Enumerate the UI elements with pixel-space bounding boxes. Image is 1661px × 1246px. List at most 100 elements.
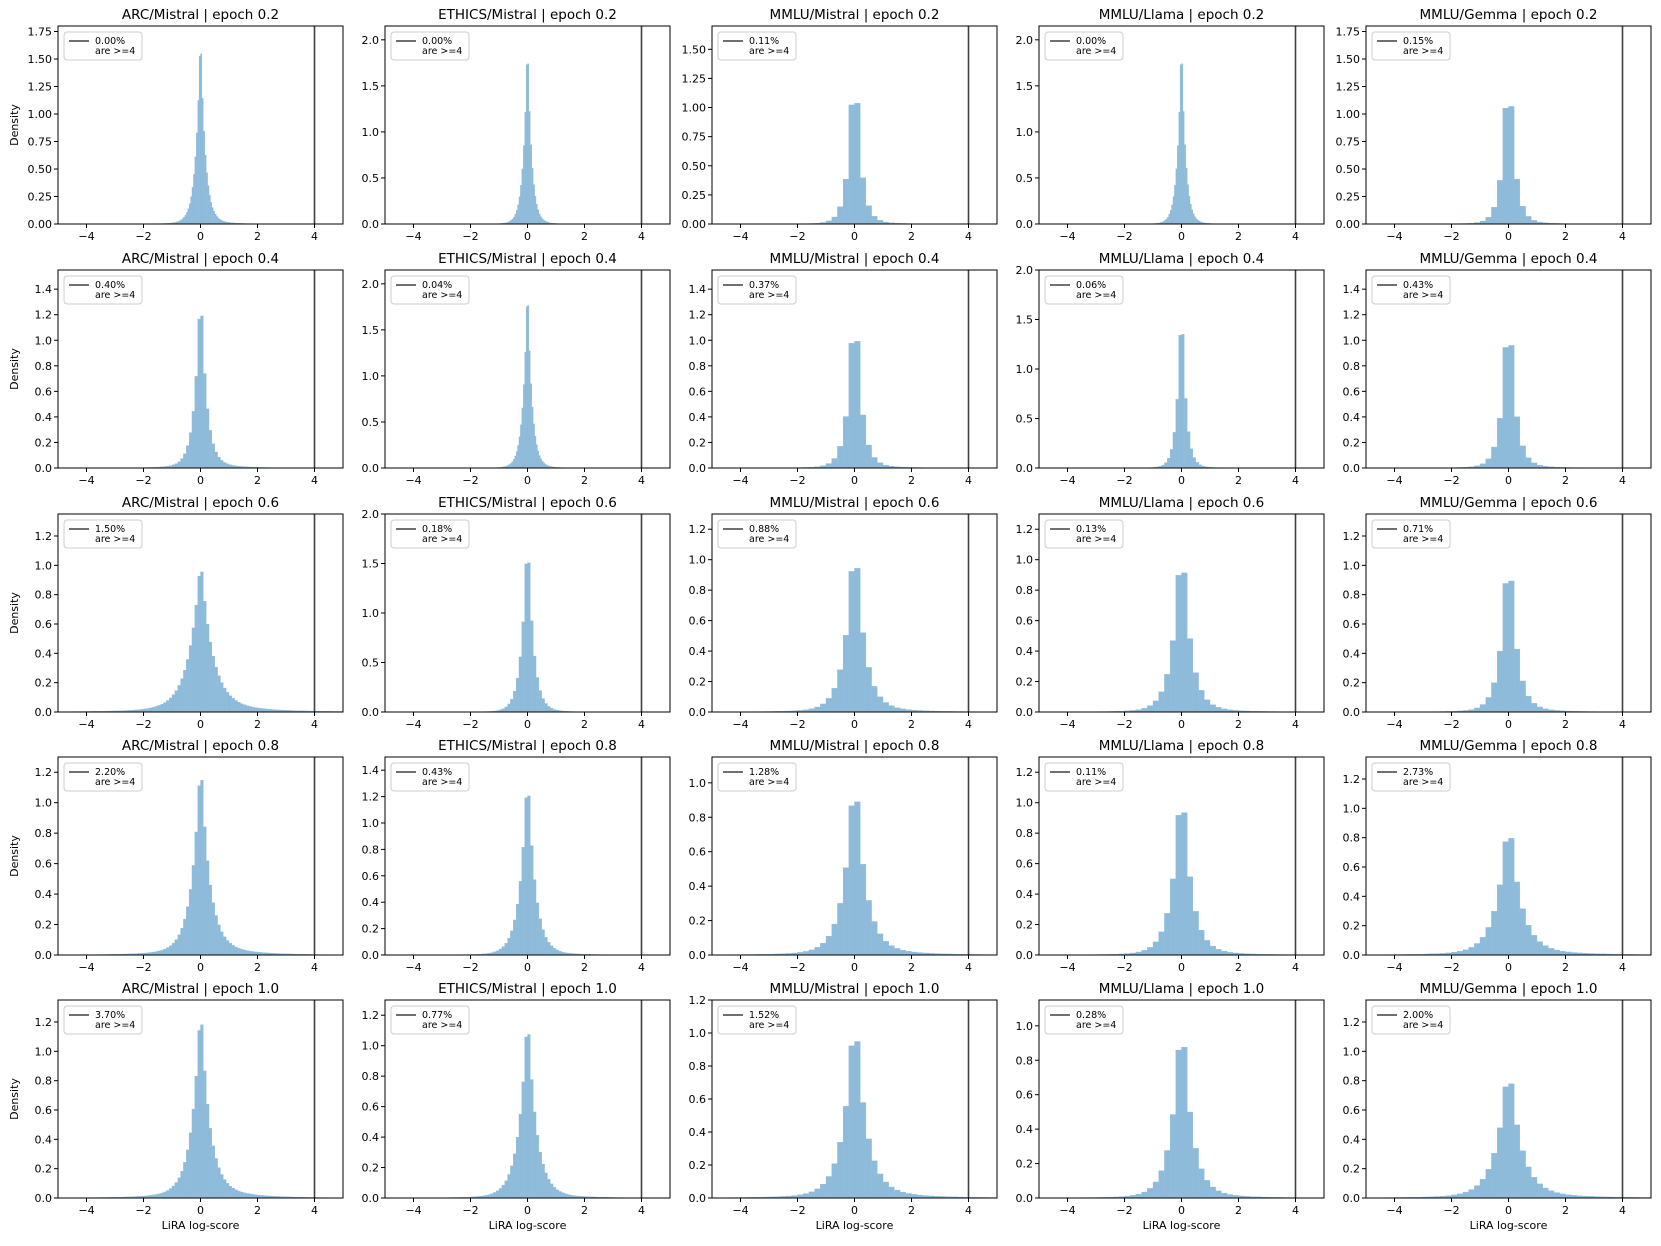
y-tick-label: 1.0 [689, 554, 707, 567]
subplot-7: −4 −2 0 2 4 0.0 0.5 1.0 1.5 2.0 ETHICS/Mistral | e… [362, 251, 671, 487]
x-tick-label: −4 [1059, 1204, 1075, 1217]
subplot-title: ETHICS/Mistral | epoch 1.0 [438, 981, 617, 997]
histogram-bar [527, 562, 531, 713]
histogram-bar [1519, 680, 1526, 713]
histogram-bar [245, 705, 250, 713]
x-tick-label: 4 [1619, 230, 1626, 243]
y-tick-label: 1.0 [1016, 363, 1034, 376]
histogram-bar [1542, 945, 1549, 956]
legend-box [390, 31, 470, 61]
histogram-bar [1479, 463, 1486, 469]
histogram-bar [1172, 196, 1175, 225]
histogram-bar [530, 620, 534, 713]
histogram-bar [1192, 672, 1199, 713]
legend: 0.15%are >=4 [1371, 31, 1451, 61]
histogram-bar [1496, 1127, 1503, 1199]
y-tick-label: 0.4 [362, 896, 380, 909]
histogram-bar [517, 445, 520, 469]
histogram-bar [567, 1194, 571, 1199]
histogram-bar [865, 900, 872, 956]
histogram-bar [1135, 1193, 1142, 1199]
y-tick-label: 0.0 [35, 1192, 53, 1205]
histogram-bar [251, 1194, 255, 1199]
histogram-bar [1165, 218, 1168, 225]
histogram-bar [518, 436, 521, 469]
y-tick-label: 0.6 [35, 618, 53, 631]
legend-percent: 0.00% [1076, 36, 1106, 47]
histogram-bar [531, 406, 534, 469]
histogram-bar [533, 423, 535, 469]
histogram-bar [188, 889, 193, 956]
x-tick-label: −4 [732, 961, 748, 974]
x-tick-label: 2 [908, 474, 915, 487]
histogram-bar [177, 1177, 181, 1199]
histogram-bar [174, 690, 178, 713]
histogram-bar [191, 865, 195, 956]
y-tick-label: 0.8 [362, 843, 380, 856]
y-tick-label: 0.75 [682, 131, 707, 144]
histogram-bar [1519, 205, 1526, 225]
y-tick-label: 0.8 [35, 360, 53, 373]
x-tick-label: −2 [462, 718, 478, 731]
histogram-bar [1468, 947, 1475, 956]
x-tick-label: 2 [254, 961, 261, 974]
x-tick-label: −4 [1386, 230, 1402, 243]
y-tick-label: 1.0 [35, 559, 53, 572]
y-tick-label: 0.00 [28, 218, 53, 231]
x-tick-label: −2 [1116, 961, 1132, 974]
y-tick-label: 1.2 [689, 309, 707, 322]
y-tick-label: 0.5 [1016, 172, 1034, 185]
legend-box [1044, 1005, 1124, 1035]
y-tick-label: 1.0 [689, 334, 707, 347]
legend-percent: 0.18% [422, 524, 452, 535]
y-tick-label: 1.5 [362, 80, 380, 93]
histogram-bar [1531, 1177, 1538, 1199]
histogram-bar [507, 703, 511, 713]
x-tick-label: 0 [851, 474, 858, 487]
y-tick-label: 0.2 [1343, 677, 1361, 690]
x-tick-label: 2 [1562, 1204, 1569, 1217]
histogram-bar [543, 462, 545, 469]
x-tick-label: 2 [908, 230, 915, 243]
x-tick-label: −2 [1116, 474, 1132, 487]
histogram-bar [541, 698, 545, 713]
histogram-bar [163, 948, 167, 956]
y-tick-label: 0.0 [1343, 1192, 1361, 1205]
subplot-title: MMLU/Gemma | epoch 1.0 [1420, 981, 1598, 997]
x-tick-label: 0 [851, 961, 858, 974]
histogram-bar [1181, 63, 1184, 225]
y-tick-label: 1.2 [1343, 309, 1361, 322]
legend: 0.40%are >=4 [63, 275, 143, 305]
x-tick-label: 0 [197, 718, 204, 731]
x-tick-label: −2 [789, 474, 805, 487]
histogram-bar [200, 571, 204, 713]
histogram-bar [541, 1164, 545, 1199]
histogram-bar [535, 203, 538, 225]
histogram-bar [186, 906, 190, 956]
histogram-bar [1164, 913, 1171, 956]
x-tick-label: 2 [581, 1204, 588, 1217]
x-tick-label: −2 [135, 718, 151, 731]
x-tick-label: 0 [1178, 474, 1185, 487]
histogram-bar [1485, 927, 1492, 956]
histogram-bar [166, 1190, 170, 1199]
histogram-bar [183, 918, 187, 956]
histogram-bar [1187, 876, 1194, 956]
x-tick-label: 2 [581, 718, 588, 731]
legend-percent: 2.20% [95, 767, 125, 778]
histogram-bar [1174, 185, 1176, 225]
histogram-bar [1548, 948, 1555, 956]
histogram-bar [1514, 1124, 1521, 1199]
y-tick-label: 1.0 [1016, 1020, 1034, 1033]
histogram-bar [191, 187, 194, 225]
x-tick-label: 0 [524, 961, 531, 974]
y-tick-label: 0.6 [689, 615, 707, 628]
histogram-bar [534, 435, 537, 469]
histogram-bar [877, 1173, 884, 1199]
histogram-bar [515, 678, 520, 713]
histogram-bar [217, 1167, 221, 1199]
histogram-bar [1221, 1192, 1228, 1199]
legend-caption: are >=4 [1403, 46, 1443, 57]
histogram-bar [1496, 884, 1503, 956]
x-tick-label: 0 [1178, 230, 1185, 243]
